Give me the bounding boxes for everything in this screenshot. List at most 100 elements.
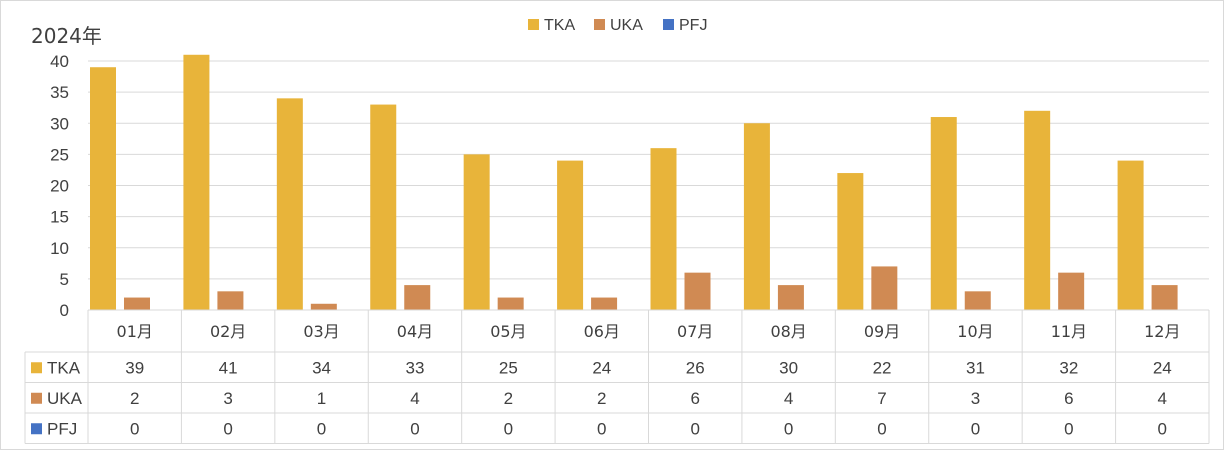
legend-key-pfj [663, 19, 674, 30]
table-key-pfj [31, 423, 42, 435]
gridlines [88, 60, 1209, 280]
table-value-pfj: 0 [410, 419, 419, 438]
table-value-pfj: 0 [690, 419, 699, 438]
bar-uka [591, 297, 618, 310]
table-value-uka: 7 [877, 389, 886, 408]
table-value-pfj: 0 [1158, 419, 1167, 438]
table-value-tka: 33 [405, 358, 424, 377]
x-category-label: 11月 [1051, 322, 1087, 341]
bar-uka [124, 297, 150, 310]
table-value-pfj: 0 [1064, 419, 1073, 438]
x-category-label: 10月 [957, 322, 993, 341]
table-value-tka: 32 [1059, 358, 1078, 377]
x-category-label: 04月 [397, 322, 433, 341]
table-value-tka: 41 [219, 358, 238, 377]
y-axis: 0 5 10 15 20 25 30 35 40 [50, 52, 69, 320]
x-category-label: 09月 [864, 322, 900, 341]
bar-uka [497, 297, 524, 310]
table-value-tka: 30 [779, 358, 798, 377]
y-tick-label: 40 [50, 52, 69, 71]
bar-tka [1117, 160, 1144, 310]
x-category-label: 03月 [303, 322, 339, 341]
bar-uka [1058, 272, 1085, 310]
legend-label: PFJ [679, 17, 707, 34]
table-value-uka: 2 [130, 389, 139, 408]
x-category-label: 01月 [117, 322, 153, 341]
table-value-uka: 3 [971, 389, 980, 408]
table-value-tka: 34 [312, 358, 331, 377]
legend-label: UKA [610, 17, 643, 34]
table-series-label: TKA [47, 358, 81, 377]
y-tick-label: 20 [50, 177, 69, 196]
data-table: 01月 02月 03月 04月 05月 06月 07月 08月 09月 10月 11月 12月 TKA 3… [24, 309, 1210, 444]
x-category-label: 05月 [490, 322, 526, 341]
table-value-tka: 24 [592, 358, 611, 377]
table-value-tka: 22 [873, 358, 892, 377]
table-value-uka: 6 [1064, 389, 1073, 408]
table-value-tka: 39 [125, 358, 144, 377]
legend-key-tka [528, 19, 539, 30]
table-value-pfj: 0 [504, 419, 513, 438]
y-tick-label: 0 [60, 301, 69, 320]
table-value-tka: 25 [499, 358, 518, 377]
bar-uka [964, 291, 991, 310]
bar-tka [1024, 110, 1051, 310]
table-series-label: UKA [47, 389, 83, 408]
bar-tka [743, 123, 770, 310]
y-tick-label: 5 [60, 270, 69, 289]
x-category-label: 08月 [770, 322, 806, 341]
table-key-tka [31, 362, 42, 374]
bar-uka [217, 291, 244, 310]
bar-tka [90, 67, 116, 310]
x-category-label: 02月 [210, 322, 246, 341]
bar-uka [1151, 285, 1178, 310]
bar-uka [871, 266, 898, 310]
bar-uka [684, 272, 711, 310]
bar-uka [404, 285, 431, 310]
table-value-tka: 26 [686, 358, 705, 377]
table-value-uka: 4 [410, 389, 419, 408]
table-value-pfj: 0 [877, 419, 886, 438]
bar-tka [650, 148, 677, 310]
chart-title: 2024年 [31, 24, 102, 48]
table-value-uka: 4 [784, 389, 793, 408]
legend-label: TKA [544, 17, 575, 34]
y-tick-label: 15 [50, 208, 69, 227]
table-value-tka: 31 [966, 358, 985, 377]
table-value-tka: 24 [1153, 358, 1172, 377]
y-tick-label: 35 [50, 83, 69, 102]
table-value-uka: 2 [504, 389, 513, 408]
table-value-pfj: 0 [784, 419, 793, 438]
table-value-uka: 6 [690, 389, 699, 408]
y-tick-label: 10 [50, 239, 69, 258]
bars [90, 54, 1178, 311]
table-value-uka: 2 [597, 389, 606, 408]
legend: TKA UKA PFJ [528, 17, 707, 34]
bar-tka [183, 54, 210, 311]
x-category-label: 12月 [1144, 322, 1180, 341]
table-value-uka: 1 [317, 389, 326, 408]
x-category-label: 07月 [677, 322, 713, 341]
table-value-pfj: 0 [130, 419, 139, 438]
table-value-uka: 3 [223, 389, 232, 408]
table-value-pfj: 0 [597, 419, 606, 438]
bar-tka [837, 173, 864, 310]
y-tick-label: 30 [50, 114, 69, 133]
bar-tka [463, 154, 490, 310]
table-value-pfj: 0 [971, 419, 980, 438]
bar-uka [777, 285, 804, 310]
y-tick-label: 25 [50, 145, 69, 164]
bar-uka [310, 303, 337, 310]
table-key-uka [31, 392, 42, 404]
bar-tka [557, 160, 584, 310]
bar-tka [370, 104, 397, 310]
bar-tka [276, 98, 303, 310]
bar-tka [930, 117, 957, 311]
table-value-pfj: 0 [317, 419, 326, 438]
table-series-label: PFJ [47, 419, 77, 438]
x-category-label: 06月 [584, 322, 620, 341]
legend-key-uka [594, 19, 605, 30]
table-value-pfj: 0 [223, 419, 232, 438]
